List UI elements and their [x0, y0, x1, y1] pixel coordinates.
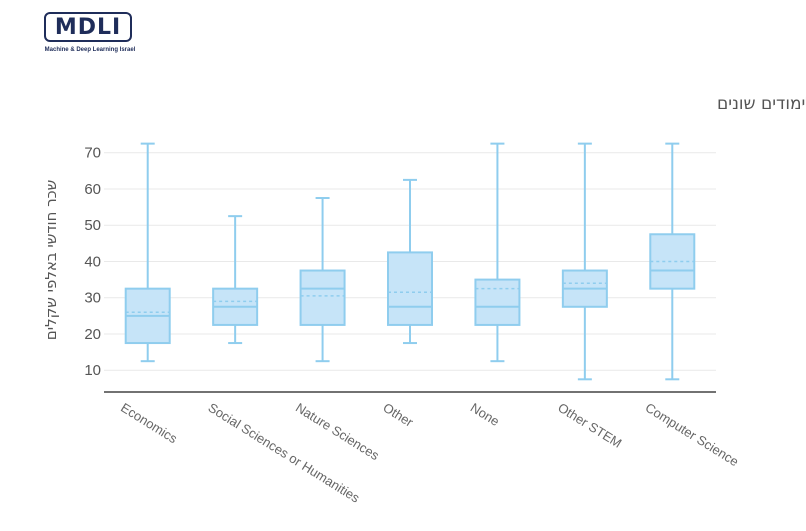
- y-axis-label: שכר חודשי באלפי שקלים: [42, 180, 60, 340]
- category-label: Nature Sciences: [293, 400, 382, 464]
- chart-title: התפלגות השכר עבור תחומי לימודים שונים: [717, 94, 806, 114]
- y-tick-label: 50: [84, 217, 101, 234]
- box-5: [474, 142, 521, 363]
- category-label: Computer Science: [643, 400, 742, 469]
- y-tick-label: 60: [84, 181, 101, 198]
- x-tick-labels: Economics Social Sciences or HumanitiesNa…: [118, 400, 741, 506]
- y-tick-label: 30: [84, 290, 101, 307]
- boxes: [124, 142, 696, 381]
- box-2: [212, 215, 259, 345]
- category-label: Other STEM: [555, 400, 624, 451]
- logo-mark: MDLI: [44, 12, 132, 42]
- box-4: [387, 178, 433, 345]
- box-3: [299, 197, 346, 363]
- category-label: Social Sciences or Humanities: [206, 400, 363, 506]
- y-tick-labels: 10 20 30 40 50 60 70: [84, 145, 101, 380]
- y-tick-label: 20: [84, 326, 101, 343]
- y-tick-label: 40: [84, 253, 101, 270]
- mdli-logo: MDLI Machine & Deep Learning Israel: [44, 10, 136, 58]
- category-label: Other: [380, 400, 416, 430]
- box-1: [124, 142, 171, 363]
- box-6: [561, 142, 608, 381]
- box-7: [649, 142, 696, 381]
- y-tick-label: 10: [84, 362, 101, 379]
- iqr-box: [299, 269, 346, 326]
- category-label: Economics: [118, 400, 180, 447]
- y-tick-label: 70: [84, 145, 101, 162]
- category-label: None: [468, 400, 502, 429]
- iqr-box: [387, 251, 433, 326]
- iqr-box: [474, 278, 521, 326]
- logo-subtitle: Machine & Deep Learning Israel: [44, 47, 136, 53]
